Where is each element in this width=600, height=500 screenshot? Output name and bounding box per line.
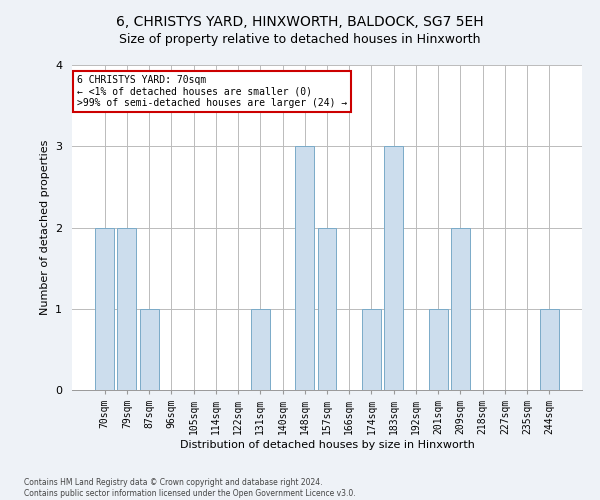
Bar xyxy=(384,146,403,390)
Bar xyxy=(362,308,381,390)
Bar xyxy=(540,308,559,390)
Text: Size of property relative to detached houses in Hinxworth: Size of property relative to detached ho… xyxy=(119,32,481,46)
Bar xyxy=(118,228,136,390)
Text: 6, CHRISTYS YARD, HINXWORTH, BALDOCK, SG7 5EH: 6, CHRISTYS YARD, HINXWORTH, BALDOCK, SG… xyxy=(116,15,484,29)
Bar xyxy=(251,308,270,390)
Bar xyxy=(295,146,314,390)
Y-axis label: Number of detached properties: Number of detached properties xyxy=(40,140,50,315)
Bar xyxy=(140,308,158,390)
Text: 6 CHRISTYS YARD: 70sqm
← <1% of detached houses are smaller (0)
>99% of semi-det: 6 CHRISTYS YARD: 70sqm ← <1% of detached… xyxy=(77,74,347,108)
Text: Contains HM Land Registry data © Crown copyright and database right 2024.
Contai: Contains HM Land Registry data © Crown c… xyxy=(24,478,356,498)
Bar xyxy=(317,228,337,390)
Bar xyxy=(95,228,114,390)
Bar xyxy=(451,228,470,390)
X-axis label: Distribution of detached houses by size in Hinxworth: Distribution of detached houses by size … xyxy=(179,440,475,450)
Bar xyxy=(429,308,448,390)
